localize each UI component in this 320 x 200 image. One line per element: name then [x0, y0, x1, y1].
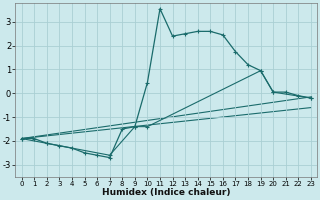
X-axis label: Humidex (Indice chaleur): Humidex (Indice chaleur): [102, 188, 230, 197]
